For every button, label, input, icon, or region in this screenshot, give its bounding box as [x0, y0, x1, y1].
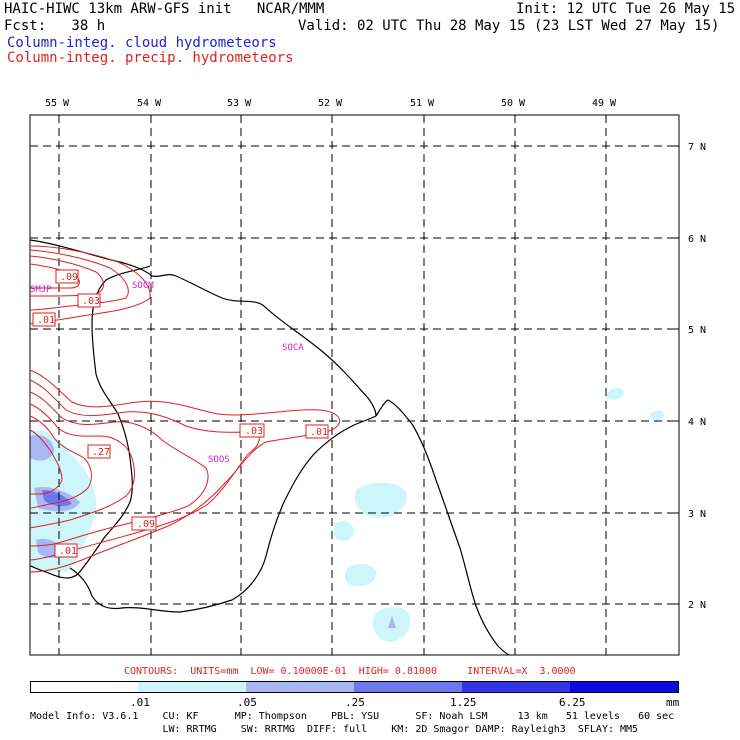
graticule: [30, 115, 679, 655]
contour-label: .01: [310, 427, 328, 438]
lon-label: 50 W: [501, 98, 526, 109]
valid-time: Valid: 02 UTC Thu 28 May 15 (23 LST Wed …: [298, 18, 720, 34]
lon-labels: 55 W 54 W 53 W 52 W 51 W 50 W 49 W: [45, 98, 617, 109]
contour-info: CONTOURS: UNITS=mm LOW= 0.10000E-01 HIGH…: [124, 666, 576, 677]
model-info-line2: LW: RRTMG SW: RRTMG DIFF: full KM: 2D Sm…: [30, 724, 639, 735]
lat-label: 7 N: [688, 142, 706, 153]
contour-label: .09: [60, 272, 78, 283]
colorbar-label: .25: [345, 696, 365, 709]
lon-label: 51 W: [410, 98, 435, 109]
colorbar-units: mm: [666, 696, 680, 709]
forecast-hour: Fcst: 38 h: [4, 18, 106, 34]
contour-label: .03: [245, 426, 263, 437]
lat-label: 2 N: [688, 600, 706, 611]
legend-precip: Column-integ. precip. hydrometeors: [7, 50, 294, 66]
station-label: SOOS: [208, 455, 230, 465]
contour-label: .09: [137, 519, 155, 530]
colorbar-label: .05: [237, 696, 257, 709]
station-label: SMJP: [30, 285, 52, 295]
colorbar-frame: [30, 681, 679, 693]
init-time: Init: 12 UTC Tue 26 May 15: [516, 1, 736, 17]
lat-label: 5 N: [688, 325, 706, 336]
contour-labels: .09 .03 .01 .27 .03 .01 .09 .01: [32, 269, 329, 558]
contour-label: .27: [92, 447, 110, 458]
colorbar-label: .01: [130, 696, 150, 709]
colorbar-label: 1.25: [450, 696, 477, 709]
lon-label: 52 W: [318, 98, 343, 109]
lat-label: 4 N: [688, 417, 706, 428]
contour-label: .01: [59, 546, 77, 557]
tick-marks: [58, 115, 679, 605]
lon-label: 54 W: [137, 98, 162, 109]
lat-label: 6 N: [688, 234, 706, 245]
lon-label: 55 W: [45, 98, 70, 109]
station-label: SOCM: [132, 281, 154, 291]
coastlines: [29, 239, 511, 656]
station-label: SOCA: [282, 343, 304, 353]
lat-labels: 7 N 6 N 5 N 4 N 3 N 2 N: [688, 142, 706, 611]
colorbar-segment: [570, 681, 678, 693]
lat-label: 3 N: [688, 509, 706, 520]
contour-label: .03: [82, 296, 100, 307]
precip-contours: [29, 245, 341, 573]
model-info-line1: Model Info: V3.6.1 CU: KF MP: Thompson P…: [30, 711, 675, 722]
lon-label: 49 W: [592, 98, 617, 109]
legend-cloud: Column-integ. cloud hydrometeors: [7, 35, 277, 51]
plot-title: HAIC-HIWC 13km ARW-GFS init NCAR/MMM: [4, 1, 325, 17]
contour-label: .01: [37, 315, 55, 326]
station-labels: SMJP SOCM SOCA SOOS: [30, 281, 304, 465]
lon-label: 53 W: [227, 98, 252, 109]
colorbar-label: 6.25: [559, 696, 586, 709]
